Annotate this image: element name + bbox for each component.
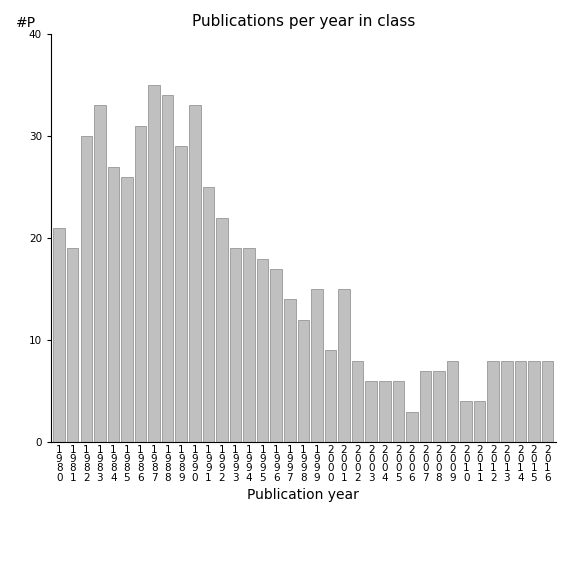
Bar xyxy=(338,289,350,442)
Bar xyxy=(528,361,540,442)
Bar xyxy=(515,361,526,442)
Bar xyxy=(189,105,201,442)
Bar xyxy=(392,381,404,442)
Bar xyxy=(501,361,513,442)
Bar xyxy=(135,126,146,442)
Bar xyxy=(311,289,323,442)
Bar xyxy=(243,248,255,442)
Bar xyxy=(474,401,485,442)
Bar xyxy=(284,299,295,442)
Bar xyxy=(365,381,377,442)
Bar xyxy=(202,187,214,442)
Bar xyxy=(257,259,268,442)
Title: Publications per year in class: Publications per year in class xyxy=(192,14,415,29)
Bar xyxy=(420,371,431,442)
Bar xyxy=(176,146,187,442)
Bar xyxy=(325,350,336,442)
Bar xyxy=(108,167,119,442)
Bar xyxy=(67,248,78,442)
Bar xyxy=(149,85,160,442)
Bar xyxy=(460,401,472,442)
Bar xyxy=(81,136,92,442)
Bar xyxy=(488,361,499,442)
Bar xyxy=(352,361,363,442)
Bar xyxy=(53,228,65,442)
Bar xyxy=(121,177,133,442)
Bar xyxy=(447,361,458,442)
Bar xyxy=(230,248,242,442)
Bar xyxy=(433,371,445,442)
Bar xyxy=(270,269,282,442)
Bar xyxy=(406,412,418,442)
Bar xyxy=(298,320,309,442)
Bar xyxy=(541,361,553,442)
Bar xyxy=(162,95,174,442)
Bar xyxy=(94,105,105,442)
X-axis label: Publication year: Publication year xyxy=(247,488,359,502)
Bar xyxy=(216,218,228,442)
Text: #P: #P xyxy=(16,16,36,30)
Bar xyxy=(379,381,391,442)
